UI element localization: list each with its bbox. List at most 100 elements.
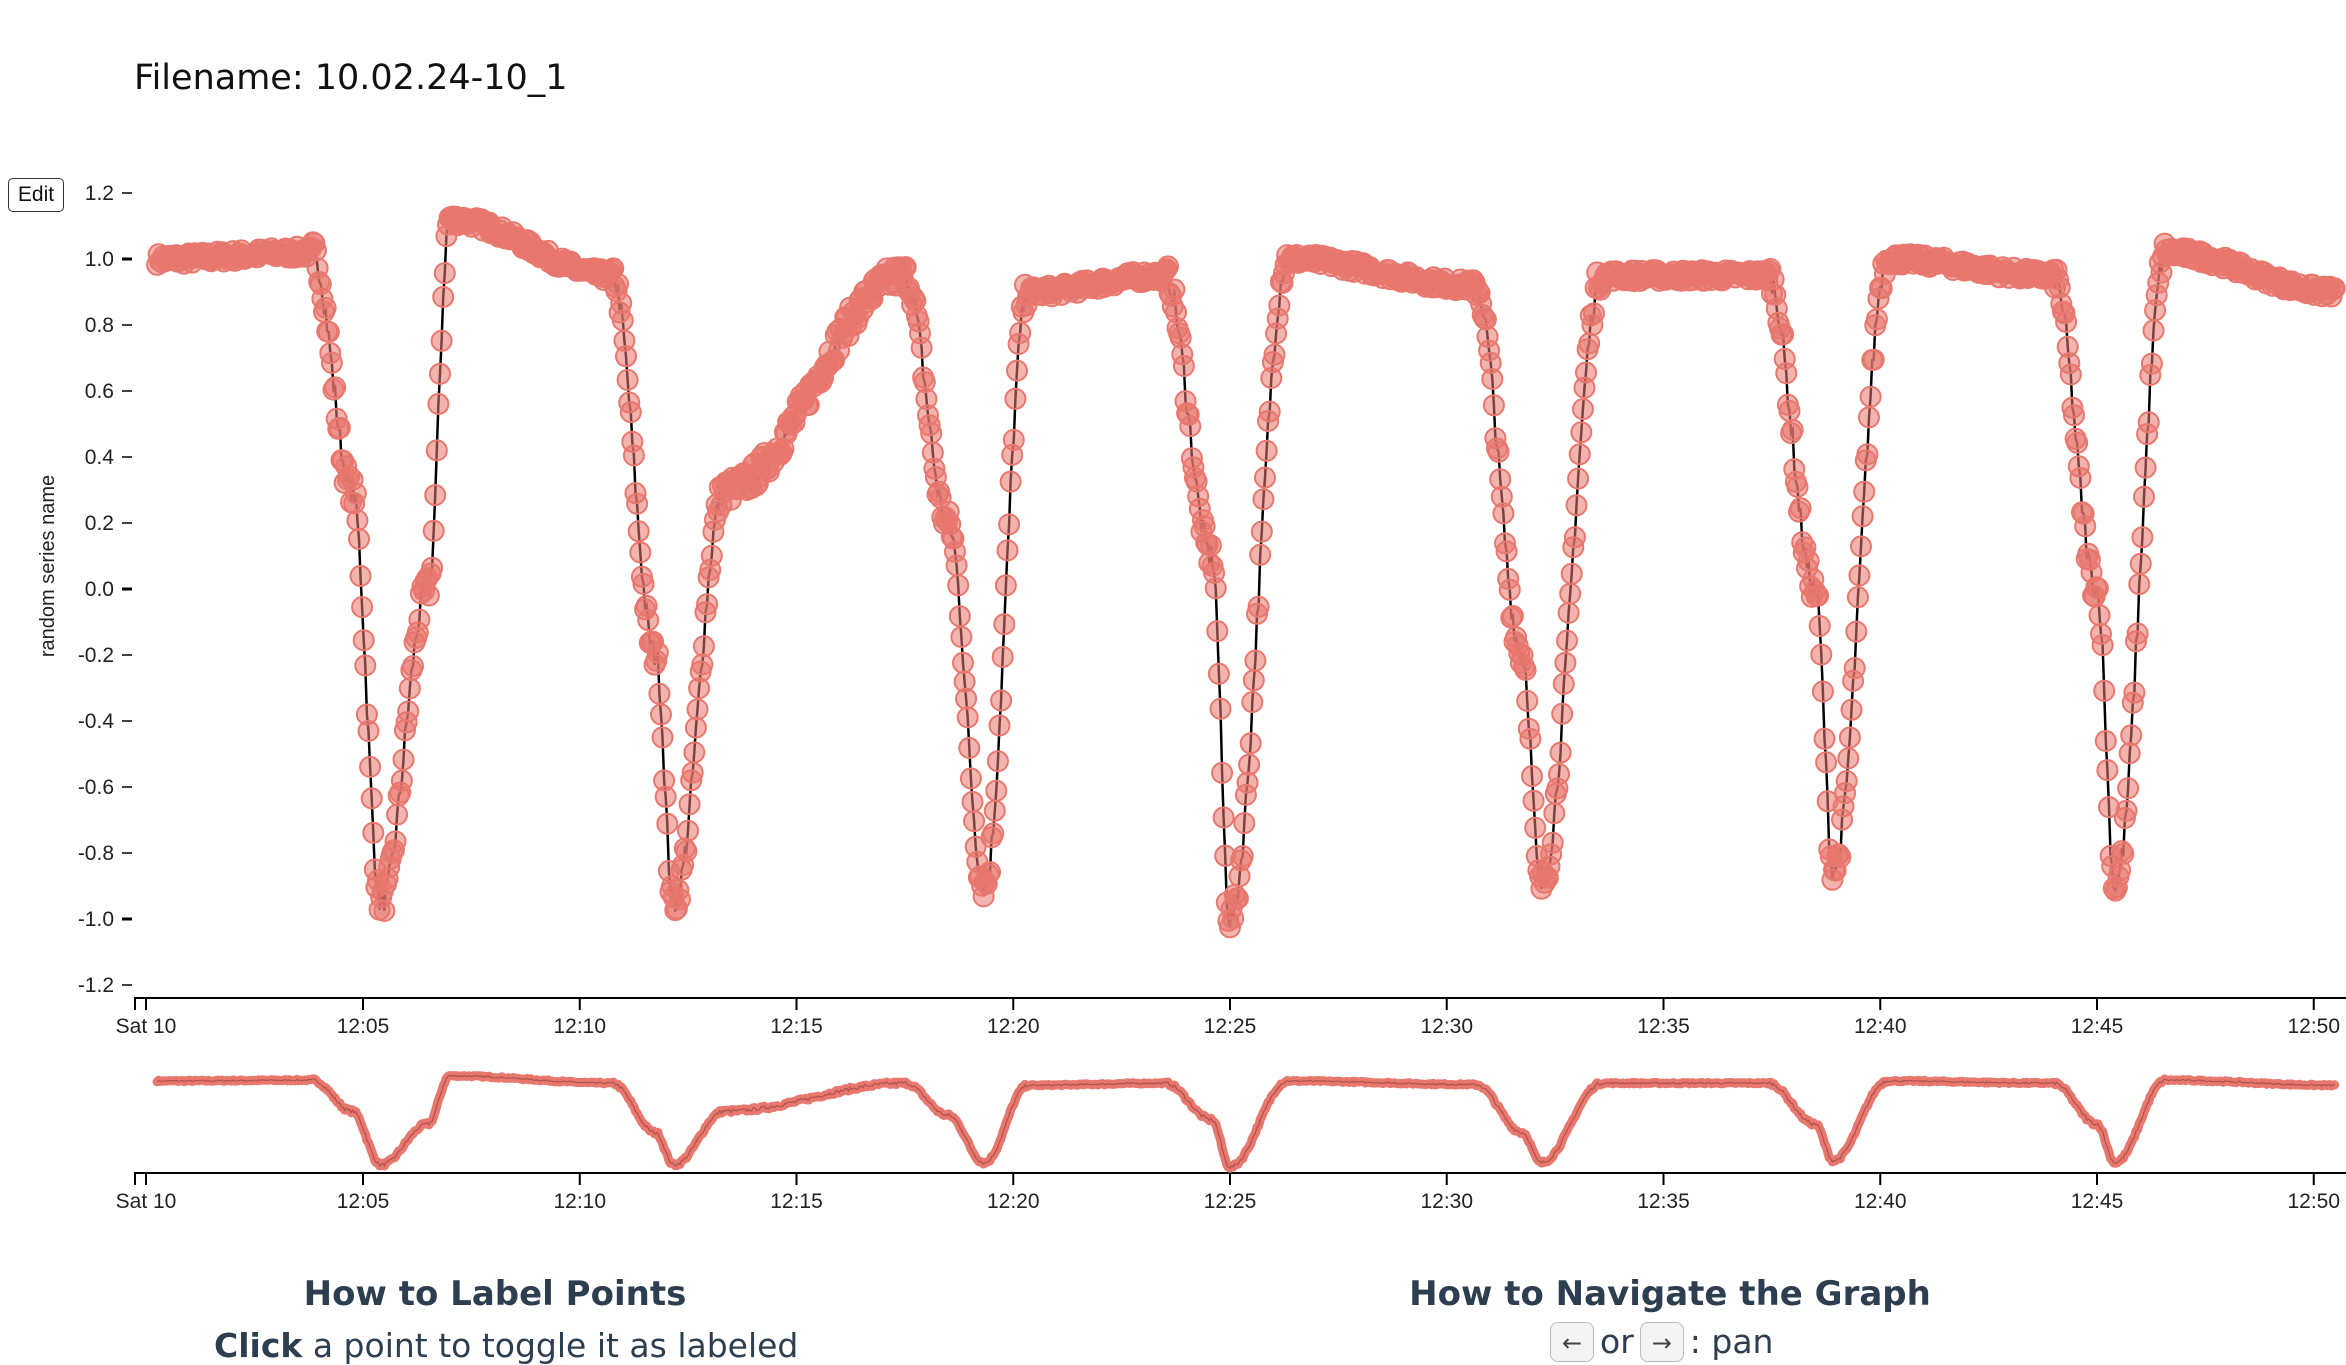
data-point [1551, 702, 1574, 725]
data-point [1810, 643, 1833, 666]
data-point [2137, 411, 2160, 434]
data-point [346, 509, 369, 532]
data-point [1482, 394, 1505, 417]
data-point [1570, 421, 1593, 444]
y-tick-label: 0.4 [85, 446, 115, 469]
data-point [607, 273, 629, 295]
data-point [1556, 629, 1578, 652]
y-tick-label: 1.0 [85, 248, 114, 271]
data-point [2133, 485, 2155, 508]
x-tick-label: 12:30 [1420, 1015, 1473, 1038]
data-point [2093, 679, 2116, 702]
data-point [1843, 657, 1866, 680]
data-point [650, 703, 672, 726]
y-tick-label: -1.2 [78, 974, 114, 997]
data-point [422, 519, 445, 542]
data-point [979, 861, 1001, 884]
x-tick-label: 12:45 [2071, 1015, 2124, 1038]
data-point [920, 422, 943, 445]
y-axis: 1.2 1.0 0.8 0.6 0.4 0.2 0.0 -0.2 -0.4 -0.6 -0.8 -1.… [37, 182, 132, 997]
data-point [2140, 352, 2163, 375]
data-point [1247, 595, 1270, 618]
data-point [1560, 562, 1583, 585]
data-point [1541, 831, 1564, 854]
data-point [2112, 842, 2135, 865]
data-point [654, 785, 677, 808]
label-help-bold: Click [214, 1326, 303, 1365]
data-point [433, 262, 456, 285]
data-point [1853, 480, 1876, 503]
data-point [2117, 777, 2140, 800]
series-main [146, 205, 2346, 939]
nav-help-text: ← or →: pan [1544, 1322, 1773, 1362]
x-tick-label: 12:40 [1854, 1190, 1907, 1213]
x-tick-label: 12:15 [770, 1190, 823, 1213]
data-point [2059, 363, 2082, 386]
data-point [408, 608, 431, 631]
edit-button[interactable]: Edit [8, 178, 64, 212]
x-tick-label: Sat 10 [116, 1190, 177, 1213]
data-point [362, 821, 385, 844]
nav-help-action: : pan [1689, 1322, 1774, 1361]
data-point [1575, 361, 1597, 384]
data-point [349, 565, 372, 587]
data-point [1543, 802, 1566, 825]
data-point [1233, 812, 1256, 835]
y-axis-label: random series name [37, 475, 59, 657]
data-point [669, 888, 691, 911]
data-point [1006, 359, 1028, 382]
data-point [1241, 691, 1264, 714]
data-point [998, 513, 1021, 536]
data-point [1524, 816, 1547, 839]
data-point [373, 899, 396, 922]
data-point [2094, 730, 2117, 752]
data-point [1255, 439, 1278, 462]
data-point [651, 726, 674, 749]
data-point [1848, 564, 1871, 587]
x-tick-label: 12:10 [553, 1015, 606, 1038]
data-point [1211, 761, 1234, 784]
data-point [305, 239, 327, 262]
data-point [646, 641, 669, 664]
data-point [432, 286, 455, 308]
y-tick-label: 0.6 [85, 380, 114, 403]
data-point [616, 368, 639, 391]
data-point [1554, 651, 1577, 674]
data-point [429, 362, 451, 385]
data-point [1797, 549, 1820, 572]
data-point [398, 677, 421, 700]
y-tick-label: -0.6 [78, 776, 114, 799]
data-point [417, 584, 440, 607]
data-point [1568, 443, 1591, 466]
data-point [1840, 698, 1863, 721]
data-point [1522, 789, 1545, 812]
data-point [681, 761, 704, 784]
data-point [994, 574, 1017, 597]
data-point [1222, 907, 1245, 930]
y-tick-label: 1.2 [85, 182, 114, 205]
data-point [678, 793, 701, 816]
data-point [1244, 649, 1267, 672]
x-tick-label: 12:35 [1637, 1015, 1690, 1038]
x-tick-label: 12:20 [987, 1015, 1040, 1038]
data-point [622, 444, 645, 467]
data-point [696, 593, 719, 616]
data-point [963, 810, 986, 833]
data-point [648, 682, 671, 705]
data-point [993, 613, 1016, 636]
data-point [1552, 672, 1575, 695]
data-point [1519, 727, 1542, 750]
data-point [2091, 634, 2114, 657]
data-point [894, 256, 917, 279]
data-point [1231, 845, 1254, 868]
data-point [397, 700, 420, 723]
data-point [2120, 724, 2143, 747]
data-point [360, 787, 383, 810]
data-point [1829, 846, 1852, 868]
data-point [945, 554, 968, 577]
data-point [1009, 321, 1032, 344]
data-point [1862, 348, 1885, 371]
data-point [392, 748, 415, 771]
data-point [427, 393, 450, 415]
